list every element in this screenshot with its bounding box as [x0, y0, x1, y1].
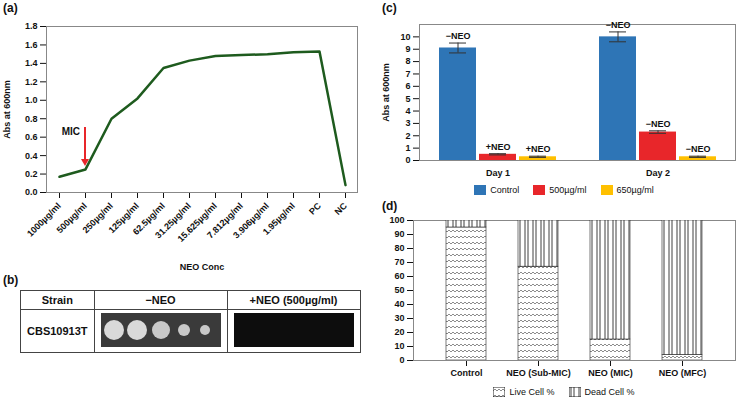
svg-text:31.25µg/ml: 31.25µg/ml: [153, 200, 193, 241]
svg-text:NEO (MIC): NEO (MIC): [588, 368, 633, 378]
html-text:(a): (a): [3, 1, 18, 15]
svg-text:90: 90: [394, 229, 404, 239]
svg-text:100: 100: [389, 215, 404, 225]
svg-text:1.2: 1.2: [25, 77, 38, 87]
svg-text:5: 5: [405, 94, 410, 104]
html-text:650µg/ml: 650µg/ml: [616, 185, 654, 195]
svg-text:70: 70: [394, 257, 404, 267]
svg-text:60: 60: [394, 271, 404, 281]
svg-text:1.4: 1.4: [25, 58, 38, 68]
svg-text:6: 6: [405, 81, 410, 91]
svg-text:0.8: 0.8: [25, 114, 38, 124]
svg-text:7: 7: [405, 69, 410, 79]
svg-text:0.4: 0.4: [25, 150, 38, 160]
html-text:+NEO (500µg/ml): +NEO (500µg/ml): [249, 294, 338, 306]
svg-text:+NEO: +NEO: [526, 144, 551, 154]
svg-text:2: 2: [405, 131, 410, 141]
svg-text:1.8: 1.8: [25, 21, 38, 31]
svg-text:10: 10: [394, 341, 404, 351]
html-text:Control: Control: [490, 185, 520, 195]
svg-text:125µg/ml: 125µg/ml: [106, 200, 141, 236]
svg-text:1.0: 1.0: [25, 95, 38, 105]
svg-text:40: 40: [394, 299, 404, 309]
html-text:(c): (c): [382, 1, 397, 15]
html-text:(b): (b): [3, 273, 19, 287]
svg-text:NEO Conc: NEO Conc: [180, 262, 225, 272]
svg-text:NEO (MFC): NEO (MFC): [659, 368, 707, 378]
html-text:Dead Cell %: Dead Cell %: [584, 387, 635, 397]
svg-text:15.625µg/ml: 15.625µg/ml: [175, 200, 219, 244]
svg-text:0: 0: [405, 155, 410, 165]
svg-text:−NEO: −NEO: [686, 144, 711, 154]
svg-text:80: 80: [394, 243, 404, 253]
html-text:(d): (d): [382, 199, 398, 213]
svg-text:30: 30: [394, 313, 404, 323]
html-text:Strain: Strain: [41, 294, 73, 306]
html-text:CBS10913T: CBS10913T: [27, 325, 88, 337]
svg-text:7.812µg/ml: 7.812µg/ml: [205, 200, 245, 241]
svg-text:3.906µg/ml: 3.906µg/ml: [231, 200, 271, 241]
html-text:500µg/ml: 500µg/ml: [549, 185, 587, 195]
svg-text:9: 9: [405, 44, 410, 54]
svg-text:Abs at 600nm: Abs at 600nm: [381, 63, 391, 122]
svg-text:1.95µg/ml: 1.95µg/ml: [261, 201, 297, 237]
svg-text:PC: PC: [307, 200, 323, 216]
svg-text:Control: Control: [451, 368, 483, 378]
svg-text:62.5µg/ml: 62.5µg/ml: [130, 200, 167, 237]
svg-text:0: 0: [399, 355, 404, 365]
svg-text:Day 2: Day 2: [646, 168, 670, 178]
svg-text:Abs at 600nm: Abs at 600nm: [2, 80, 12, 139]
svg-text:250µg/ml: 250µg/ml: [80, 200, 115, 236]
svg-text:1: 1: [405, 143, 410, 153]
svg-text:20: 20: [394, 327, 404, 337]
svg-text:MIC: MIC: [62, 126, 80, 137]
svg-text:−NEO: −NEO: [446, 31, 471, 41]
svg-text:NEO (Sub-MIC): NEO (Sub-MIC): [506, 368, 571, 378]
svg-text:NC: NC: [333, 200, 350, 217]
svg-text:1.6: 1.6: [25, 40, 38, 50]
html-text:Live Cell %: Live Cell %: [509, 387, 555, 397]
svg-text:500µg/ml: 500µg/ml: [54, 200, 89, 236]
svg-text:0.0: 0.0: [25, 187, 38, 197]
svg-text:−NEO: −NEO: [606, 20, 631, 30]
svg-text:3: 3: [405, 118, 410, 128]
svg-text:10: 10: [400, 32, 410, 42]
svg-text:8: 8: [405, 56, 410, 66]
html-text:−NEO: −NEO: [145, 294, 176, 306]
svg-text:0.6: 0.6: [25, 132, 38, 142]
svg-text:50: 50: [394, 285, 404, 295]
svg-text:1000µg/ml: 1000µg/ml: [25, 201, 63, 239]
svg-text:0.2: 0.2: [25, 169, 38, 179]
svg-text:+NEO: +NEO: [486, 142, 511, 152]
svg-text:−NEO: −NEO: [646, 119, 671, 129]
svg-text:4: 4: [405, 106, 410, 116]
svg-text:Day 1: Day 1: [486, 168, 510, 178]
